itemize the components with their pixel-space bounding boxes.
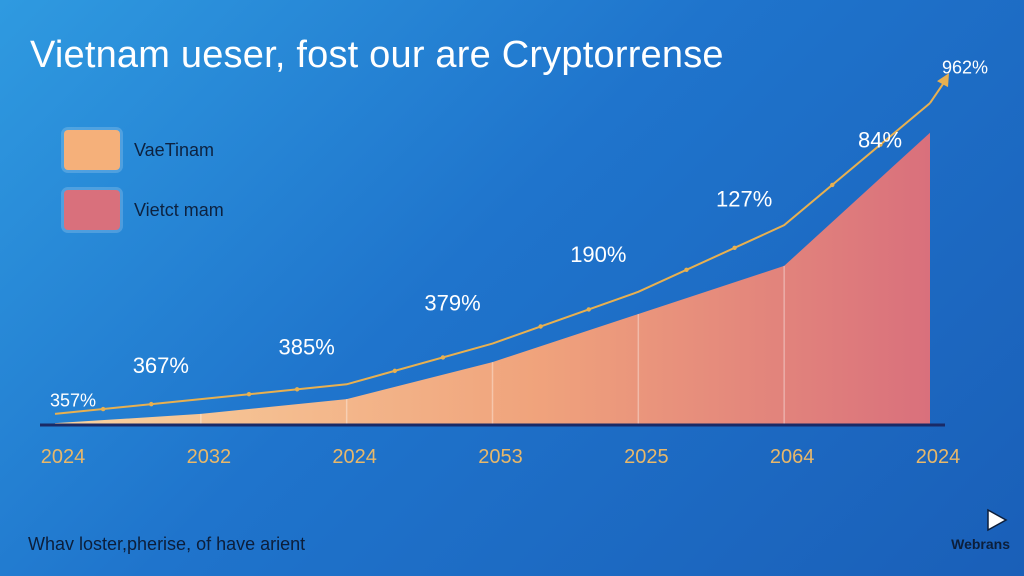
trend-line [54, 102, 931, 415]
legend-swatch-rose [64, 190, 120, 230]
trend-marker [294, 387, 300, 392]
x-tick-label: 2025 [624, 446, 669, 468]
x-tick-label: 2064 [770, 446, 815, 468]
brand-name: Webrans [951, 536, 1010, 552]
legend-item-vietct-mam: Vietct mam [64, 190, 224, 230]
trend-marker [830, 182, 835, 188]
chart-title: Vietnam ueser, fost our are Cryptorrense [30, 34, 724, 76]
area-series [55, 132, 930, 425]
data-label: 357% [50, 391, 96, 411]
data-label: 367% [133, 353, 189, 378]
x-tick-label: 2053 [478, 446, 523, 468]
data-label: 379% [424, 290, 480, 315]
trend-marker [732, 245, 737, 251]
x-tick-label: 2024 [916, 446, 961, 468]
x-tick-label: 2024 [332, 446, 377, 468]
play-triangle-icon [987, 508, 1008, 532]
legend-label: VaeTinam [134, 139, 215, 160]
trend-arrow-head [937, 73, 949, 88]
trend-marker [878, 142, 883, 147]
x-tick-label: 2032 [187, 446, 232, 468]
trend-marker [538, 324, 543, 329]
legend-label: Vietct mam [134, 199, 224, 220]
data-label: 127% [716, 187, 772, 212]
data-label: 190% [570, 242, 626, 267]
data-label: 84% [858, 128, 902, 153]
trend-marker [586, 307, 591, 312]
trend-marker [246, 392, 252, 397]
legend-swatch-peach [64, 130, 120, 170]
trend-marker [149, 401, 154, 407]
footer-caption: Whav loster,pherise, of have arient [28, 534, 306, 554]
data-label: 962% [942, 58, 988, 78]
trend-marker [684, 267, 689, 273]
legend-item-vaetinam: VaeTinam [64, 130, 214, 170]
x-tick-label: 2024 [41, 446, 86, 468]
data-label: 385% [279, 335, 335, 360]
trend-marker [440, 355, 446, 360]
brand-logo: Webrans [951, 506, 1010, 552]
trend-marker [100, 406, 106, 412]
trend-marker [392, 368, 397, 374]
plot-area: 2024 2032 2024 2053 2025 2064 2024 357% 367% 385%… [40, 58, 988, 468]
trend-arrow-shaft [929, 80, 946, 104]
